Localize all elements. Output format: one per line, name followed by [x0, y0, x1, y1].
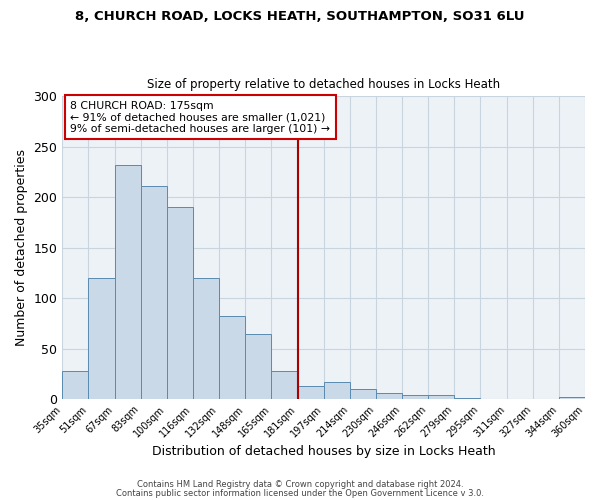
Bar: [245, 334, 271, 399]
Bar: [559, 397, 585, 399]
Text: Contains HM Land Registry data © Crown copyright and database right 2024.: Contains HM Land Registry data © Crown c…: [137, 480, 463, 489]
Bar: [167, 208, 193, 399]
Title: Size of property relative to detached houses in Locks Heath: Size of property relative to detached ho…: [147, 78, 500, 91]
Bar: [428, 395, 454, 399]
Bar: [140, 186, 167, 399]
Bar: [219, 316, 245, 399]
Bar: [454, 398, 481, 399]
Bar: [115, 165, 140, 399]
Bar: [350, 389, 376, 399]
Bar: [376, 393, 402, 399]
Bar: [193, 278, 219, 399]
Bar: [402, 395, 428, 399]
Bar: [298, 386, 323, 399]
Text: 8 CHURCH ROAD: 175sqm
← 91% of detached houses are smaller (1,021)
9% of semi-de: 8 CHURCH ROAD: 175sqm ← 91% of detached …: [70, 101, 330, 134]
Bar: [88, 278, 115, 399]
Text: 8, CHURCH ROAD, LOCKS HEATH, SOUTHAMPTON, SO31 6LU: 8, CHURCH ROAD, LOCKS HEATH, SOUTHAMPTON…: [75, 10, 525, 23]
Y-axis label: Number of detached properties: Number of detached properties: [15, 150, 28, 346]
Bar: [271, 371, 298, 399]
X-axis label: Distribution of detached houses by size in Locks Heath: Distribution of detached houses by size …: [152, 444, 496, 458]
Bar: [323, 382, 350, 399]
Text: Contains public sector information licensed under the Open Government Licence v : Contains public sector information licen…: [116, 489, 484, 498]
Bar: [62, 371, 88, 399]
